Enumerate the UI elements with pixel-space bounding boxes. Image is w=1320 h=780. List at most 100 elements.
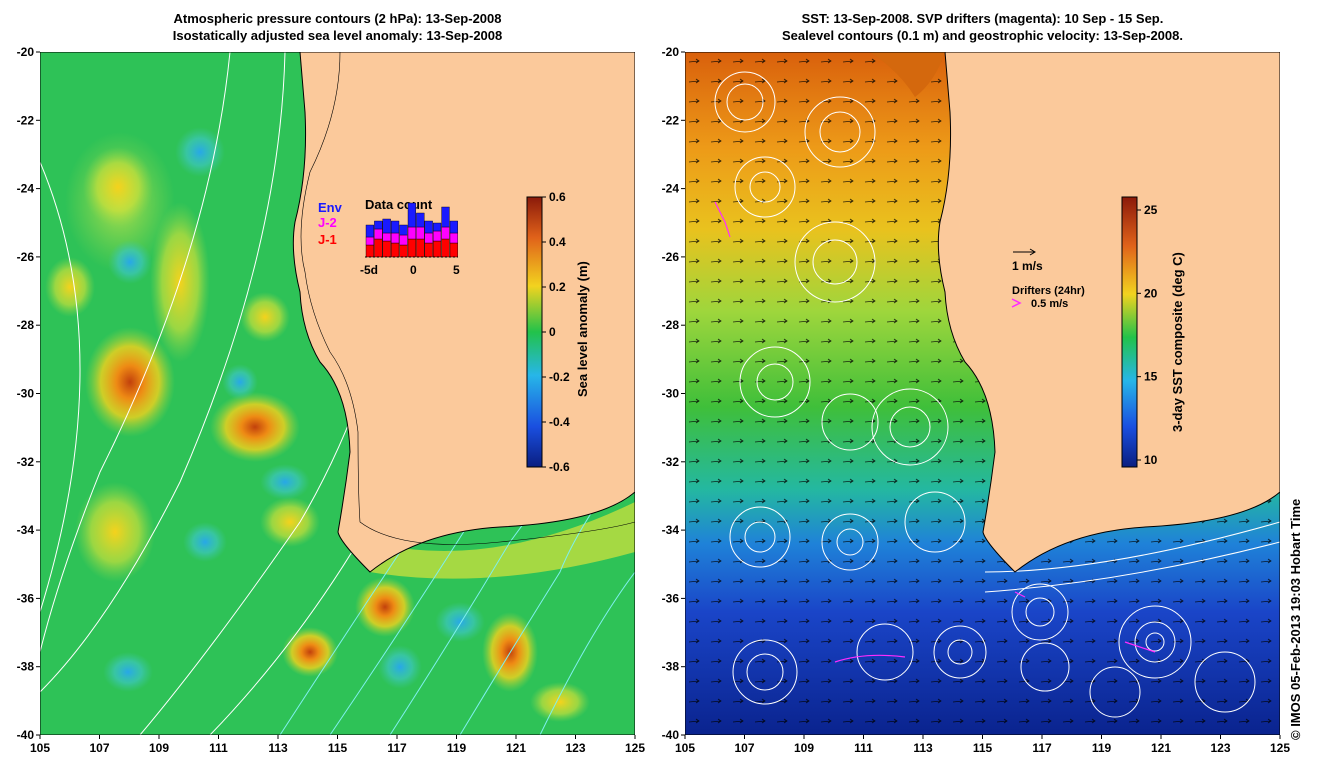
data-count-inset: Env J-2 J-1 Data count -5d 0 5: [318, 197, 460, 277]
north-coast-warm-water: [870, 52, 945, 97]
data-count-bar-env: [441, 206, 450, 228]
colorbar-tick-label: -0.4: [549, 415, 570, 429]
y-tick-label: -20: [662, 45, 680, 59]
data-count-bar-env: [391, 220, 400, 234]
drifters-scale-label: 0.5 m/s: [1031, 298, 1068, 310]
data-count-bar-env: [449, 220, 459, 234]
x-tick-label: 109: [794, 741, 814, 755]
colorbar-tick-label: 25: [1144, 203, 1158, 217]
y-tick-label: -28: [17, 318, 35, 332]
sla-colorbar-label: Sea level anomaly (m): [575, 261, 590, 397]
right-map-svg: 1 m/s Drifters (24hr) 0.5 m/s 25 20 15 10 3…: [684, 51, 1281, 736]
x-tick-label: 107: [734, 741, 754, 755]
x-tick-label: 117: [1032, 741, 1052, 755]
sst-colorbar-ticks: 25 20 15 10: [1137, 203, 1158, 467]
x-tick-label: 111: [854, 741, 873, 755]
y-tick-label: -26: [17, 250, 35, 264]
sst-colorbar: [1121, 196, 1138, 468]
x-tick-label: 125: [1270, 741, 1290, 755]
colorbar-tick-label: 0: [549, 325, 556, 339]
data-count-bar-env: [399, 224, 408, 236]
y-tick-label: -30: [662, 387, 680, 401]
sla-colorbar-ticks: 0.6 0.4 0.2 0 -0.2 -0.4 -0.6: [542, 190, 570, 474]
colorbar-tick-label: -0.6: [549, 460, 570, 474]
data-count-bar-env: [433, 222, 442, 232]
x-tick-label: 111: [209, 741, 228, 755]
x-tick-label: 109: [149, 741, 169, 755]
colorbar-tick-label: 10: [1144, 453, 1158, 467]
x-tick-label: 123: [565, 741, 585, 755]
y-tick-label: -32: [662, 455, 680, 469]
left-panel-title: Atmospheric pressure contours (2 hPa): 1…: [40, 10, 635, 44]
x-tick-label: 121: [506, 741, 526, 755]
y-tick-label: -40: [17, 728, 35, 742]
data-count-bar-env: [365, 224, 375, 238]
x-tick-label: 119: [1092, 741, 1112, 755]
data-count-bar-env: [424, 220, 433, 234]
dc-tick-1: 0: [410, 263, 417, 277]
sea-level-anomaly-map: Env J-2 J-1 Data count -5d 0 5 0.6 0.4 0.2…: [39, 51, 636, 736]
right-title-line2: Sealevel contours (0.1 m) and geostrophi…: [782, 28, 1183, 43]
sst-colorbar-label: 3-day SST composite (deg C): [1170, 252, 1185, 432]
x-tick-label: 113: [268, 741, 288, 755]
y-tick-label: -36: [17, 591, 35, 605]
x-tick-label: 105: [30, 741, 50, 755]
left-title-line2: Isostatically adjusted sea level anomaly…: [172, 28, 503, 43]
australia-landmass: [292, 51, 636, 573]
x-tick-label: 115: [973, 741, 993, 755]
x-tick-label: 107: [89, 741, 109, 755]
drifters-label: Drifters (24hr): [1012, 285, 1085, 297]
colorbar-tick-label: 0.6: [549, 190, 566, 204]
drifter-tracks: [714, 201, 1156, 663]
y-tick-label: -24: [17, 182, 35, 196]
sealevel-contours: [714, 71, 1281, 718]
x-tick-label: 123: [1210, 741, 1230, 755]
australia-landmass-right: [937, 51, 1281, 573]
x-tick-label: 121: [1151, 741, 1171, 755]
y-tick-label: -36: [662, 591, 680, 605]
data-count-bars: [365, 202, 459, 258]
left-map-svg: Env J-2 J-1 Data count -5d 0 5 0.6 0.4 0.2…: [39, 51, 636, 736]
y-tick-label: -40: [662, 728, 680, 742]
velocity-scale-arrowhead: [1029, 248, 1036, 256]
velocity-scale-label: 1 m/s: [1012, 259, 1043, 273]
imos-credit: © IMOS 05-Feb-2013 19:03 Hobart Time: [1288, 498, 1303, 740]
sst-map: 1 m/s Drifters (24hr) 0.5 m/s 25 20 15 10 3…: [684, 51, 1281, 736]
y-tick-label: -34: [662, 523, 680, 537]
x-tick-label: 105: [675, 741, 695, 755]
y-tick-label: -22: [662, 113, 680, 127]
data-count-bar-env: [382, 218, 391, 234]
y-tick-label: -22: [17, 113, 35, 127]
left-title-line1: Atmospheric pressure contours (2 hPa): 1…: [173, 11, 502, 26]
left-axes: 105 107 109 111 113 115 117 119 121 123 125 -20 -22 -…: [17, 45, 646, 755]
y-tick-label: -30: [17, 387, 35, 401]
x-tick-label: 113: [913, 741, 933, 755]
right-axes: 105 107 109 111 113 115 117 119 121 123 125 -20 -22 -…: [662, 45, 1291, 755]
drifter-scale-icon: [1011, 298, 1022, 308]
y-tick-label: -28: [662, 318, 680, 332]
x-tick-label: 125: [625, 741, 645, 755]
y-tick-label: -34: [17, 523, 35, 537]
colorbar-tick-label: 0.2: [549, 280, 566, 294]
y-tick-label: -38: [17, 660, 35, 674]
sat-label-env: Env: [318, 200, 343, 215]
y-tick-label: -20: [17, 45, 35, 59]
colorbar-tick-label: 0.4: [549, 235, 566, 249]
right-title-line1: SST: 13-Sep-2008. SVP drifters (magenta)…: [801, 11, 1164, 26]
x-tick-label: 115: [328, 741, 348, 755]
y-tick-label: -26: [662, 250, 680, 264]
anomaly-features: [45, 127, 635, 722]
colorbar-tick-label: 20: [1144, 286, 1158, 300]
bathymetry-line: [300, 51, 636, 545]
colorbar-tick-label: 15: [1144, 370, 1158, 384]
y-tick-label: -38: [662, 660, 680, 674]
x-tick-label: 117: [387, 741, 407, 755]
right-panel-title: SST: 13-Sep-2008. SVP drifters (magenta)…: [685, 10, 1280, 44]
dc-tick-0: -5d: [360, 263, 378, 277]
dc-tick-2: 5: [453, 263, 460, 277]
sat-label-j2: J-2: [318, 215, 337, 230]
y-tick-label: -24: [662, 182, 680, 196]
y-tick-label: -32: [17, 455, 35, 469]
data-count-bar-env: [407, 202, 417, 228]
